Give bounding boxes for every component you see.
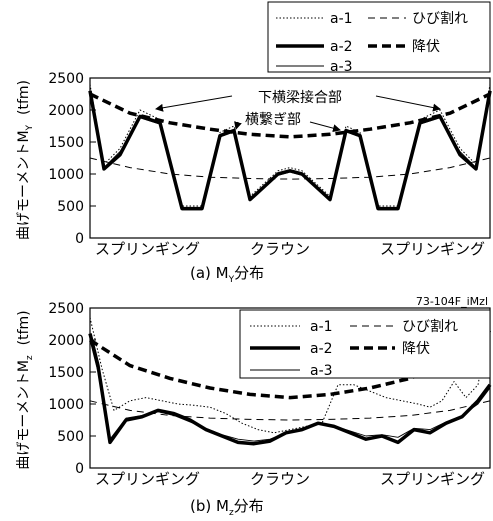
- series-lines: [88, 84, 492, 211]
- series-line-降伏: [89, 92, 491, 139]
- y-tick-labels: 0 500 1000 1500 2000 2500: [48, 71, 96, 247]
- y-tick-label: 1500: [48, 135, 84, 151]
- legend-label: a-3: [310, 363, 333, 379]
- series-line-ひび割れ: [89, 157, 491, 180]
- caption-suffix: 分布: [234, 264, 264, 282]
- y-tick-label: 1000: [48, 397, 84, 413]
- legend-label: a-2: [310, 341, 333, 357]
- legend-label: 降伏: [412, 39, 440, 55]
- series-line-ひび割れ: [89, 400, 491, 421]
- y-tick-label: 500: [57, 199, 84, 215]
- series-line-a-1: [89, 84, 491, 207]
- series-lines: [88, 317, 492, 446]
- y-axis-label: 曲げモーメントMY (tfm): [16, 80, 35, 240]
- series-line-a-3: [89, 339, 491, 442]
- y-axis-label: 曲げモーメントMz (tfm): [16, 310, 35, 469]
- y-axis-unit: (tfm): [16, 80, 32, 115]
- caption-prefix: (b) M: [190, 497, 229, 515]
- series-line-a-2: [88, 90, 492, 211]
- y-tick-label: 2500: [48, 71, 84, 87]
- legend: a-1 a-2 a-3 ひび割れ 降伏: [239, 309, 491, 379]
- legend-label: a-1: [310, 319, 333, 335]
- y-axis-label-sub: z: [25, 355, 35, 360]
- chart-caption: (b) Mz分布: [190, 497, 264, 518]
- y-axis-unit: (tfm): [16, 310, 32, 345]
- legend-label: ひび割れ: [402, 318, 458, 335]
- y-axis-label-sub: Y: [25, 124, 35, 131]
- annotation-label: 横繋ぎ部: [245, 112, 301, 128]
- annotation-background: [228, 86, 380, 108]
- annotation-label: 下横梁接合部: [258, 89, 342, 106]
- legend-label: a-3: [330, 59, 353, 75]
- caption-sub: z: [229, 508, 234, 518]
- x-category-label: スプリンギング: [95, 470, 200, 488]
- x-category-label: クラウン: [250, 470, 310, 488]
- series-line-a-3: [89, 93, 491, 211]
- x-category-label: スプリンギング: [380, 240, 485, 258]
- legend-label: a-1: [330, 11, 353, 27]
- legend: a-1 a-2 a-3 ひび割れ 降伏: [267, 1, 491, 75]
- caption-suffix: 分布: [234, 497, 264, 515]
- caption-prefix: (a) M: [190, 264, 229, 282]
- y-tick-label: 0: [75, 461, 84, 477]
- legend-box: [239, 309, 491, 379]
- annotation-arrow: [375, 95, 441, 112]
- annotation-background: [236, 110, 310, 130]
- annotation-arrow: [309, 121, 341, 133]
- y-tick-labels: 0 500 1000 1500 2000 2500: [48, 301, 96, 477]
- y-tick-label: 2500: [48, 301, 84, 317]
- chart-caption: (a) MY分布: [190, 264, 264, 285]
- y-tick-label: 1000: [48, 167, 84, 183]
- series-line-降伏: [89, 329, 492, 400]
- chart-panel-b: 73-104F_iMzl 0 500 1000 1500 2000 2500 曲げモーメン…: [16, 295, 492, 518]
- caption-sub: Y: [228, 275, 235, 285]
- y-tick-label: 2000: [48, 103, 84, 119]
- y-axis-label-main: 曲げモーメントM: [16, 360, 32, 470]
- x-category-label: スプリンギング: [380, 470, 485, 488]
- y-axis-label-main: 曲げモーメントM: [16, 130, 32, 240]
- figure-id: 73-104F_iMzl: [416, 295, 488, 308]
- y-tick-label: 2000: [48, 333, 84, 349]
- legend-box: [267, 1, 491, 73]
- legend-label: 降伏: [402, 341, 430, 357]
- annotation-arrow: [155, 95, 233, 112]
- y-tick-label: 500: [57, 429, 84, 445]
- annotation-arrow: [234, 121, 242, 130]
- x-category-label: クラウン: [250, 240, 310, 258]
- x-category-label: スプリンギング: [95, 240, 200, 258]
- y-tick-label: 1500: [48, 365, 84, 381]
- y-tick-label: 0: [75, 231, 84, 247]
- legend-label: a-2: [330, 39, 353, 55]
- legend-label: ひび割れ: [412, 10, 468, 27]
